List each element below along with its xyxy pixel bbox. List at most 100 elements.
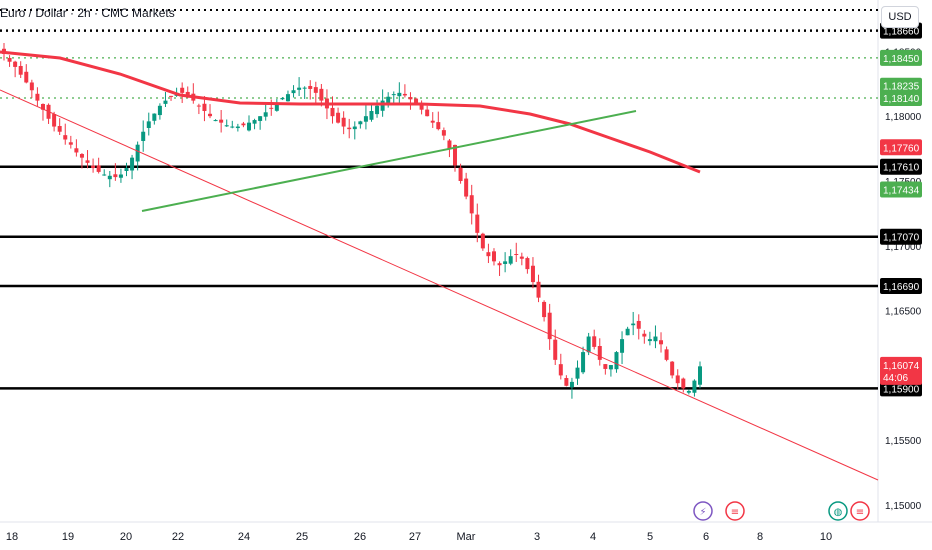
current-price-box	[880, 356, 922, 385]
x-tick-label: Mar	[457, 531, 476, 543]
y-tick-label: 1,15000	[885, 501, 922, 512]
candle-body	[436, 122, 441, 130]
candle-body	[363, 116, 368, 122]
candle-body	[430, 120, 435, 123]
us-flag-icon	[725, 501, 745, 521]
y-tick-label: 1,15500	[885, 436, 922, 447]
candle-body	[113, 174, 118, 178]
price-label-box	[880, 49, 922, 66]
currency-selector[interactable]: USD	[881, 6, 919, 28]
price-label: 1,17760	[883, 143, 920, 154]
candle-body	[397, 92, 402, 97]
candle-body	[274, 103, 279, 111]
price-label: 1,17610	[883, 163, 920, 174]
x-tick-label: 8	[757, 531, 763, 543]
candle-body	[196, 105, 201, 107]
candle-body	[235, 126, 240, 129]
candle-body	[291, 90, 296, 94]
candle-body	[297, 87, 302, 90]
candle-body	[642, 333, 647, 337]
candle-body	[631, 323, 636, 326]
lightning-icon-glyph: ⚡	[699, 507, 706, 518]
candle-body	[547, 312, 552, 340]
candle-body	[586, 336, 591, 353]
candle-body	[124, 168, 129, 171]
candle-body	[352, 126, 357, 130]
candle-body	[425, 109, 430, 117]
candle-body	[219, 119, 224, 123]
candle-body	[7, 57, 12, 62]
y-tick-label: 1,18000	[885, 112, 922, 123]
candle-body	[508, 256, 513, 264]
candle-body	[542, 301, 547, 318]
candle-body	[408, 97, 413, 100]
x-tick-label: 5	[647, 531, 653, 543]
candle-body	[230, 126, 235, 128]
candle-body	[569, 381, 574, 388]
candle-body	[625, 328, 630, 336]
candle-body	[246, 122, 251, 131]
x-tick-label: 3	[534, 531, 540, 543]
us-flag-icon-glyph: ≡	[731, 507, 739, 518]
price-label: 1,18660	[883, 27, 920, 38]
candle-body	[91, 165, 96, 169]
candle-body	[40, 103, 45, 110]
candle-body	[469, 195, 474, 214]
candle-body	[330, 107, 335, 117]
candle-body	[486, 252, 491, 257]
candle-body	[659, 340, 664, 345]
x-tick-label: 19	[62, 531, 74, 543]
price-label: 1,18450	[883, 54, 920, 65]
x-tick-label: 27	[409, 531, 421, 543]
x-tick-label: 24	[238, 531, 250, 543]
candle-body	[692, 380, 697, 393]
candle-body	[18, 65, 23, 75]
candle-body	[35, 93, 40, 101]
candle-body	[285, 94, 290, 102]
y-tick-label: 1,17000	[885, 242, 922, 253]
candle-body	[514, 254, 519, 256]
candle-body	[57, 126, 62, 132]
candle-body	[79, 154, 84, 158]
ascending-trendline	[141, 110, 637, 212]
earth-icon	[828, 501, 848, 521]
price-label-box	[880, 77, 922, 94]
candle-body	[319, 88, 324, 101]
candle-body	[558, 364, 563, 376]
candle-body	[118, 174, 123, 178]
price-label: 1,18140	[883, 94, 920, 105]
candle-body	[258, 116, 263, 121]
x-tick-label: 18	[6, 531, 18, 543]
candle-body	[369, 110, 374, 120]
price-label: 1,15900	[883, 384, 920, 395]
candle-body	[375, 105, 380, 115]
candle-body	[280, 98, 285, 100]
candle-body	[592, 336, 597, 347]
x-tick-label: 20	[120, 531, 132, 543]
earth-icon-glyph: ◍	[834, 507, 843, 518]
candle-body	[313, 87, 318, 93]
x-tick-label: 25	[296, 531, 308, 543]
candle-body	[180, 87, 185, 93]
price-label-box	[880, 181, 922, 198]
candle-body	[447, 140, 452, 149]
candle-body	[347, 127, 352, 130]
candle-body	[358, 121, 363, 125]
candle-body	[608, 365, 613, 370]
candle-body	[675, 375, 680, 384]
candle-body	[503, 261, 508, 265]
candle-body	[453, 144, 458, 166]
candle-body	[241, 123, 246, 126]
y-tick-label: 1,16500	[885, 307, 922, 318]
candle-body	[169, 95, 174, 97]
candle-body	[52, 114, 57, 127]
candle-body	[146, 121, 151, 128]
current-price-label: 1,16074	[883, 361, 920, 372]
candle-body	[614, 352, 619, 370]
x-tick-label: 26	[354, 531, 366, 543]
candle-body	[185, 91, 190, 97]
candle-body	[653, 336, 658, 342]
candle-body	[419, 103, 424, 110]
candle-body	[252, 120, 257, 124]
